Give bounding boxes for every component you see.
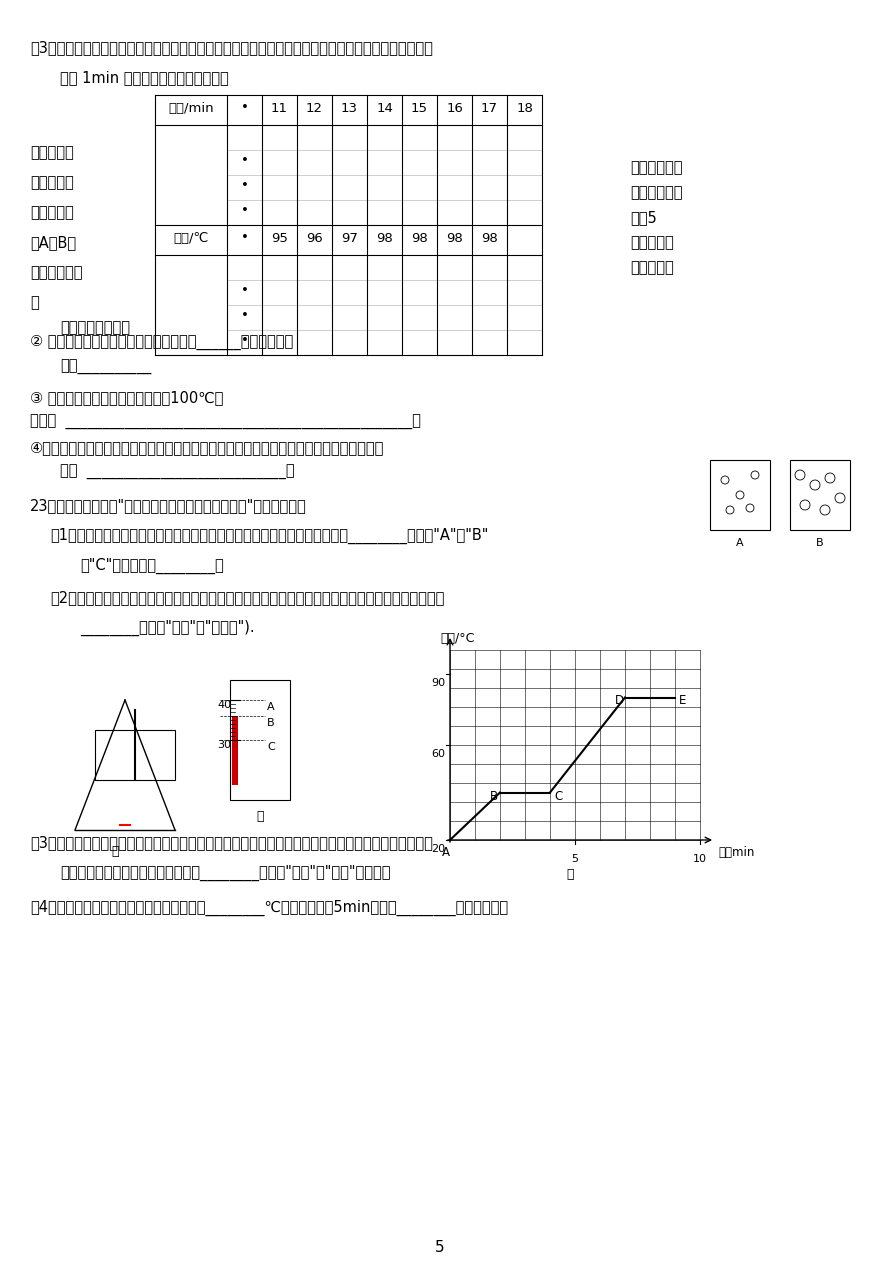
Text: 每隔 1min 记录水的温度如下表所示：: 每隔 1min 记录水的温度如下表所示： <box>60 69 229 85</box>
Text: 95: 95 <box>271 231 288 245</box>
Text: C: C <box>554 791 563 803</box>
Text: C: C <box>267 741 275 751</box>
Text: 14: 14 <box>376 101 393 115</box>
Text: 或"C"），示数为________。: 或"C"），示数为________。 <box>80 558 224 575</box>
Text: 乙: 乙 <box>256 810 263 823</box>
Text: •: • <box>240 231 248 245</box>
Text: 10: 10 <box>693 854 707 864</box>
Text: ② 从记录数据可得出的结论是：水沸点是______，沸腾过程中: ② 从记录数据可得出的结论是：水沸点是______，沸腾过程中 <box>30 335 293 350</box>
Text: •: • <box>240 284 248 297</box>
Text: 甲: 甲 <box>112 845 119 858</box>
Bar <box>95 730 175 781</box>
Text: （1）试管内物质在加热过程中，某时刻温度如图乙所示，读数方法正确的是________（选填"A"、"B": （1）试管内物质在加热过程中，某时刻温度如图乙所示，读数方法正确的是______… <box>50 528 488 544</box>
Text: 中A、B所: 中A、B所 <box>30 235 76 250</box>
Text: 16: 16 <box>446 101 463 115</box>
Text: 温度/℃: 温度/℃ <box>173 231 209 245</box>
Text: ③ 记录数据可得出水的沸点低于水100℃，: ③ 记录数据可得出水的沸点低于水100℃， <box>30 390 223 405</box>
Text: 96: 96 <box>306 231 323 245</box>
Text: 20: 20 <box>431 844 445 854</box>
Text: 23、如图甲所示，是"探究固体熔化时温度的变化规律"的实验装置。: 23、如图甲所示，是"探究固体熔化时温度的变化规律"的实验装置。 <box>30 498 307 513</box>
Text: 11: 11 <box>271 101 288 115</box>
Text: 13: 13 <box>341 101 358 115</box>
Text: A: A <box>267 702 275 712</box>
Text: 丙: 丙 <box>566 868 573 882</box>
Text: •: • <box>240 205 248 217</box>
Bar <box>710 460 770 530</box>
Text: 温度__________: 温度__________ <box>60 360 151 375</box>
Text: 18: 18 <box>516 101 533 115</box>
Text: 温度/°C: 温度/°C <box>440 632 474 645</box>
Text: 示，则图中: 示，则图中 <box>630 235 673 250</box>
Text: （3）在该物质熔化过程中，如果将试管从烧杯中拿出来，该物质会停止熔化；将试管放回烧杯后，该物: （3）在该物质熔化过程中，如果将试管从烧杯中拿出来，该物质会停止熔化；将试管放回… <box>30 835 433 850</box>
Text: B: B <box>490 791 498 803</box>
Text: （2）某同学根据实验记录的数据描绘出该物质的温度随时间变化的图像如图丙所示，则可知该物质是: （2）某同学根据实验记录的数据描绘出该物质的温度随时间变化的图像如图丙所示，则可… <box>50 590 445 605</box>
Text: ________（选填"晶体"或"非晶体").: ________（选填"晶体"或"非晶体"). <box>80 620 255 637</box>
Text: 60: 60 <box>431 749 445 759</box>
Text: •: • <box>240 179 248 192</box>
Text: •: • <box>240 101 248 115</box>
Bar <box>232 716 238 786</box>
Text: 30: 30 <box>217 740 231 750</box>
Text: 的两种况，: 的两种况， <box>30 205 74 220</box>
Text: D: D <box>615 693 624 706</box>
Text: 98: 98 <box>411 231 428 245</box>
Bar <box>230 679 290 799</box>
Text: 原因是  _______________________________________________。: 原因是 ____________________________________… <box>30 416 421 429</box>
Bar <box>790 460 850 530</box>
Text: 40: 40 <box>217 700 231 710</box>
Text: 到沸腾前和沸: 到沸腾前和沸 <box>630 160 682 176</box>
Text: 98: 98 <box>446 231 463 245</box>
Text: E: E <box>679 693 687 706</box>
Text: •: • <box>240 154 248 167</box>
Text: 97: 97 <box>341 231 358 245</box>
Text: （4）根据描绘的图线可知，该物质的熔点为________℃，该物质在第5min时处于________态；仔细观察: （4）根据描绘的图线可知，该物质的熔点为________℃，该物质在第5min时… <box>30 901 508 916</box>
Text: 时间min: 时间min <box>718 846 755 859</box>
Text: 5: 5 <box>572 854 579 864</box>
Text: B: B <box>267 717 275 727</box>
Text: •: • <box>240 333 248 347</box>
Text: 时间/min: 时间/min <box>168 101 213 115</box>
Text: 质又继续熔化。说明固体熔化时需要________（选填"吸收"或"放出"）热量。: 质又继续熔化。说明固体熔化时需要________（选填"吸收"或"放出"）热量。 <box>60 865 390 882</box>
Text: A: A <box>442 846 450 859</box>
Text: 98: 98 <box>481 231 498 245</box>
Text: 是: 是 <box>30 296 38 309</box>
Text: 17: 17 <box>481 101 498 115</box>
Text: 如图5: 如图5 <box>630 210 656 225</box>
Text: 水沸腾时的情况。: 水沸腾时的情况。 <box>60 320 130 335</box>
Text: 情况，图中: 情况，图中 <box>630 260 673 275</box>
Text: 90: 90 <box>431 678 445 688</box>
Text: A: A <box>736 538 744 548</box>
Text: B: B <box>816 538 824 548</box>
Text: 15: 15 <box>411 101 428 115</box>
Text: •: • <box>240 309 248 322</box>
Text: 该小组观察: 该小组观察 <box>30 145 74 160</box>
Text: ④次实验中，发现从开始加热到沸腾的这段时间过长。为了缩短实验的时间，可以采取的措: ④次实验中，发现从开始加热到沸腾的这段时间过长。为了缩短实验的时间，可以采取的措 <box>30 440 384 455</box>
Text: 施是  ___________________________。: 施是 ___________________________。 <box>60 465 295 480</box>
Text: 5: 5 <box>435 1240 445 1255</box>
Text: 腾时水中气: 腾时水中气 <box>30 176 74 189</box>
Text: （3）该同学用如图所示的装置来研究水的沸腾。从点燃酒精灯加热开始计时，当液体中有气泡上升时，: （3）该同学用如图所示的装置来研究水的沸腾。从点燃酒精灯加热开始计时，当液体中有… <box>30 40 433 56</box>
Text: 是水沸腾前的: 是水沸腾前的 <box>30 265 82 280</box>
Text: 泡上升过程中: 泡上升过程中 <box>630 184 682 200</box>
Text: 12: 12 <box>306 101 323 115</box>
Text: 98: 98 <box>376 231 393 245</box>
